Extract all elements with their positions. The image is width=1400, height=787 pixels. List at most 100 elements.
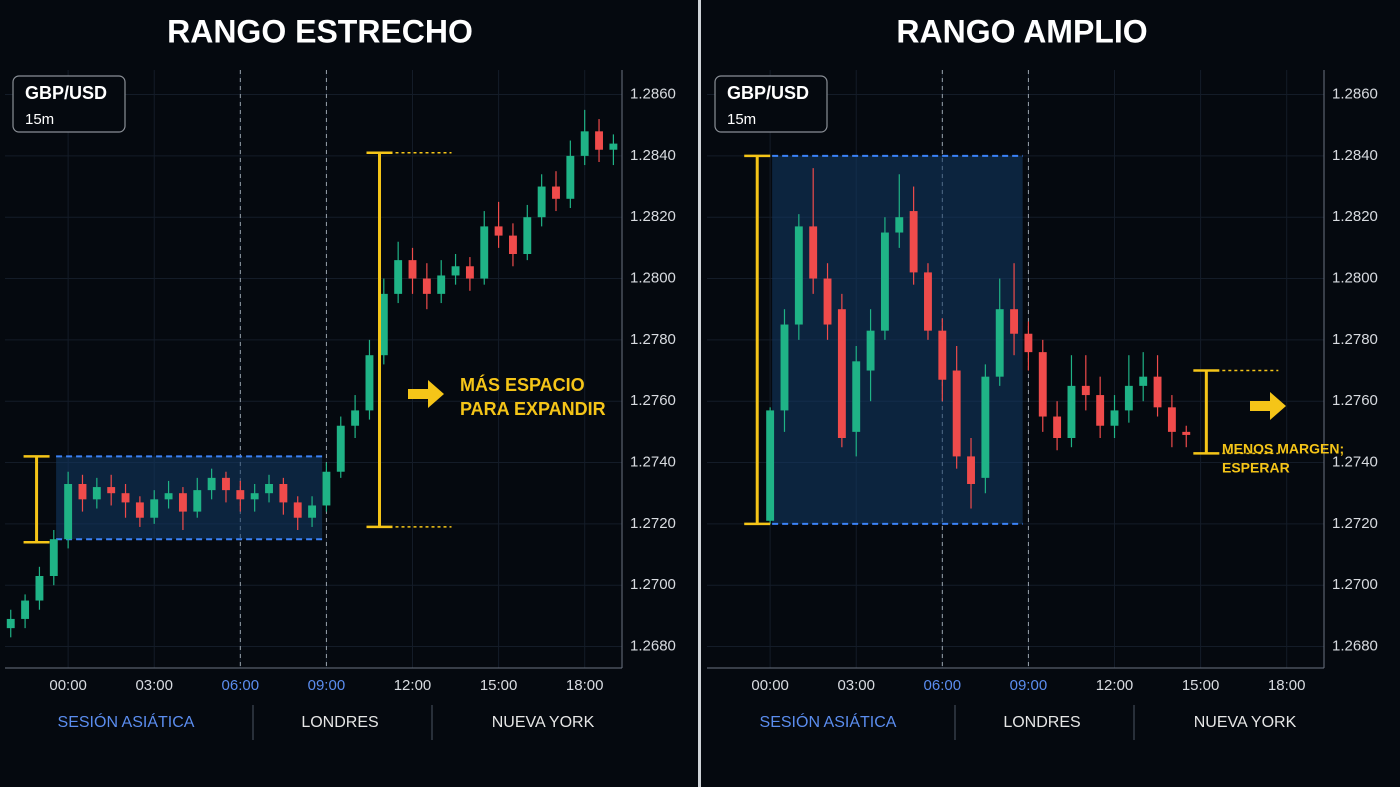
candle-body: [837, 309, 846, 438]
candle-body: [465, 266, 474, 279]
candle-body: [1067, 385, 1076, 438]
candle-body: [135, 502, 144, 518]
candle-body: [566, 155, 575, 199]
candle-body: [537, 186, 546, 218]
arrow: [1250, 392, 1286, 420]
candle-body: [21, 600, 30, 619]
y-tick-label: 1.2740: [630, 454, 676, 471]
candle-body: [279, 484, 288, 503]
chart-title: RANGO AMPLIO: [896, 13, 1147, 49]
panel: RANGO ESTRECHO 1.2680 1.2700 1.2720 1.2740 1.…: [5, 13, 676, 740]
y-tick-label: 1.2800: [1332, 270, 1378, 287]
candle-body: [880, 232, 889, 331]
candle-body: [1167, 407, 1176, 432]
x-tick-label: 15:00: [480, 677, 518, 694]
candle-body: [351, 410, 360, 426]
candle-body: [1053, 416, 1062, 438]
y-tick-label: 1.2840: [630, 147, 676, 164]
candle-body: [6, 618, 15, 629]
y-tick-label: 1.2860: [630, 86, 676, 103]
candle-body: [809, 226, 818, 279]
candle-body: [49, 539, 58, 576]
candle-body: [379, 293, 388, 356]
candle-body: [494, 226, 503, 236]
y-tick-label: 1.2680: [630, 638, 676, 655]
candle-body: [967, 456, 975, 484]
symbol: GBP/USD: [25, 83, 107, 103]
candle-body: [150, 499, 159, 518]
x-tick-label: 00:00: [751, 677, 789, 694]
y-tick-label: 1.2780: [1332, 331, 1378, 348]
timeframe: 15m: [25, 111, 54, 128]
candle-body: [924, 272, 932, 331]
x-tick-label: 03:00: [837, 677, 875, 694]
candle-body: [1124, 385, 1133, 411]
candle-body: [365, 355, 374, 411]
annotation: MÁS ESPACIO: [460, 374, 585, 395]
y-tick-label: 1.2820: [630, 208, 676, 225]
x-tick-label: 00:00: [49, 677, 87, 694]
candle-body: [265, 484, 273, 494]
candle-body: [408, 260, 417, 279]
candle-body: [981, 376, 990, 478]
candle-body: [552, 186, 560, 199]
session-label: NUEVA YORK: [1194, 714, 1297, 731]
candle-body: [394, 260, 403, 294]
candle-body: [823, 278, 832, 325]
candle-body: [35, 576, 44, 601]
candle-body: [1153, 376, 1162, 408]
candle-body: [523, 217, 532, 254]
candle-body: [609, 143, 618, 150]
candle-body: [207, 477, 216, 491]
session-label: LONDRES: [1003, 714, 1080, 731]
chart-title: RANGO ESTRECHO: [167, 13, 473, 49]
x-tick-label: 06:00: [222, 677, 260, 694]
annotation: ESPERAR: [1222, 460, 1290, 476]
candle-body: [1010, 309, 1019, 334]
y-tick-label: 1.2780: [630, 331, 676, 348]
candle-body: [107, 487, 116, 494]
x-tick-label: 09:00: [1010, 677, 1048, 694]
candle-body: [92, 487, 101, 500]
candle-body: [1024, 333, 1033, 353]
y-tick-label: 1.2860: [1332, 86, 1378, 103]
session-label: NUEVA YORK: [492, 714, 595, 731]
candle-body: [193, 490, 202, 512]
candle-body: [322, 471, 331, 506]
candle-body: [78, 484, 87, 500]
y-tick-label: 1.2800: [630, 270, 676, 287]
x-tick-label: 03:00: [135, 677, 173, 694]
y-tick-label: 1.2760: [1332, 392, 1378, 409]
candle-body: [938, 330, 947, 380]
y-tick-label: 1.2760: [630, 392, 676, 409]
panel: RANGO AMPLIO 1.2680 1.2700 1.2720 1.2740 1.27…: [707, 13, 1378, 740]
y-tick-label: 1.2700: [1332, 576, 1378, 593]
candle-body: [308, 505, 317, 518]
candle-body: [121, 493, 130, 503]
session-label: SESIÓN ASIÁTICA: [760, 712, 897, 731]
symbol-box: [12, 75, 126, 133]
x-tick-label: 12:00: [1096, 677, 1134, 694]
y-tick-label: 1.2820: [1332, 208, 1378, 225]
symbol: GBP/USD: [727, 83, 809, 103]
candle-body: [1182, 431, 1191, 435]
y-tick-label: 1.2680: [1332, 638, 1378, 655]
candle-body: [766, 410, 775, 521]
y-tick-label: 1.2720: [630, 515, 676, 532]
candle-body: [780, 324, 789, 411]
candle-body: [1038, 352, 1047, 417]
x-tick-label: 15:00: [1182, 677, 1220, 694]
candle-body: [222, 477, 230, 491]
candle-body: [64, 484, 73, 540]
candle-body: [250, 493, 259, 500]
candle-body: [909, 211, 918, 273]
x-tick-label: 18:00: [566, 677, 604, 694]
x-tick-label: 12:00: [394, 677, 432, 694]
x-tick-label: 09:00: [308, 677, 346, 694]
x-tick-label: 06:00: [924, 677, 962, 694]
candle-body: [952, 370, 961, 457]
annotation: MENOS MARGEN;: [1222, 441, 1344, 457]
symbol-box: [714, 75, 828, 133]
